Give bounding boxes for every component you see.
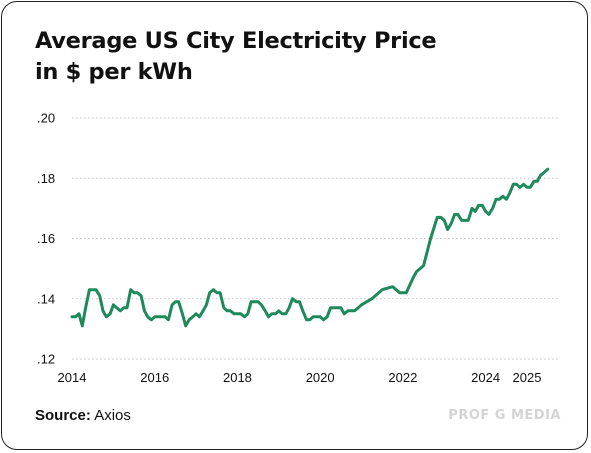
source-value: Axios <box>94 407 131 424</box>
source-note: Source: Axios <box>35 407 131 424</box>
x-tick-label: 2014 <box>58 370 87 385</box>
title-line-1: Average US City Electricity Price <box>35 28 437 54</box>
x-tick-label: 2022 <box>388 370 417 385</box>
x-tick-label: 2024 <box>471 370 500 385</box>
y-tick-label: .12 <box>37 352 55 367</box>
series-layer <box>70 167 550 328</box>
series-line <box>70 167 550 328</box>
title-line-2: in $ per kWh <box>35 59 193 85</box>
x-tick-label: 2025 <box>513 370 542 385</box>
y-tick-label: .16 <box>37 231 55 246</box>
y-tick-label: .18 <box>37 171 55 186</box>
y-tick-label: .14 <box>37 291 55 306</box>
x-tick-label: 2016 <box>140 370 169 385</box>
gridlines <box>72 117 558 360</box>
y-tick-label: .20 <box>37 111 55 126</box>
x-axis-labels: 2014 2016 2018 2020 2022 2024 2025 <box>58 370 542 385</box>
brand-watermark: PROF G MEDIA <box>448 408 561 423</box>
x-tick-label: 2018 <box>223 370 252 385</box>
x-tick-label: 2020 <box>306 370 335 385</box>
source-label: Source: <box>35 407 91 424</box>
chart-title: Average US City Electricity Price in $ p… <box>35 26 555 88</box>
y-axis-labels: .12 .14 .16 .18 .20 <box>37 111 55 367</box>
